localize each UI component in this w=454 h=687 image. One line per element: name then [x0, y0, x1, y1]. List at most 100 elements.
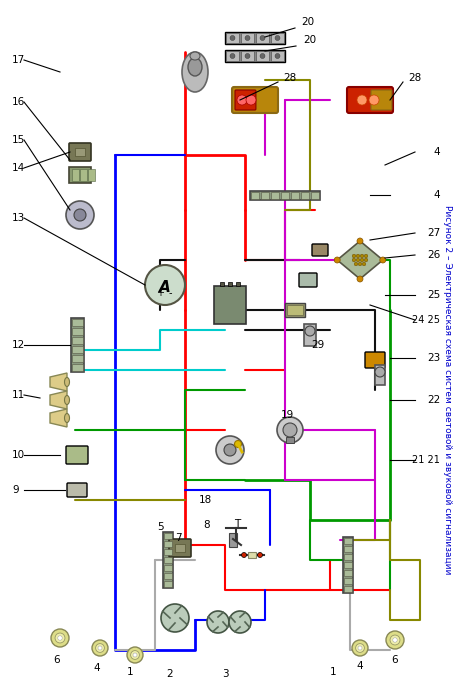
Bar	[225, 50, 285, 62]
Bar	[69, 167, 91, 183]
Circle shape	[356, 258, 360, 262]
FancyBboxPatch shape	[365, 352, 385, 368]
Circle shape	[237, 95, 247, 105]
Circle shape	[74, 209, 86, 221]
Text: 2: 2	[167, 669, 173, 679]
FancyBboxPatch shape	[299, 273, 317, 287]
Circle shape	[362, 262, 366, 266]
Circle shape	[305, 326, 315, 336]
Circle shape	[246, 95, 256, 105]
Text: 20: 20	[301, 17, 315, 27]
Bar	[164, 549, 172, 555]
Text: 13: 13	[12, 213, 25, 223]
Text: 25: 25	[427, 290, 440, 300]
Circle shape	[357, 276, 363, 282]
Text: 4: 4	[94, 663, 100, 673]
Text: 20: 20	[303, 35, 316, 45]
Circle shape	[357, 95, 367, 105]
Bar	[286, 437, 294, 443]
FancyBboxPatch shape	[69, 143, 91, 161]
Circle shape	[216, 436, 244, 464]
Bar	[281, 192, 289, 199]
Circle shape	[55, 633, 65, 643]
Text: 12: 12	[12, 340, 25, 350]
Circle shape	[229, 611, 251, 633]
Polygon shape	[50, 373, 67, 391]
Bar	[241, 33, 254, 43]
Bar	[343, 537, 353, 593]
Circle shape	[161, 604, 189, 632]
Circle shape	[357, 238, 363, 244]
Circle shape	[352, 258, 356, 262]
Circle shape	[131, 651, 139, 660]
Text: 4: 4	[433, 190, 439, 200]
Bar	[301, 192, 309, 199]
Bar	[344, 538, 352, 544]
Circle shape	[369, 95, 379, 105]
Bar	[256, 51, 269, 61]
Text: 10: 10	[12, 450, 25, 460]
Bar	[164, 573, 172, 579]
Bar	[71, 346, 83, 353]
Bar	[229, 533, 237, 547]
Text: 18: 18	[198, 495, 212, 505]
Circle shape	[207, 611, 229, 633]
Circle shape	[352, 254, 356, 258]
Circle shape	[58, 635, 62, 640]
Text: 15: 15	[12, 135, 25, 145]
Bar	[241, 51, 254, 61]
Bar	[344, 570, 352, 576]
Bar	[248, 552, 256, 558]
Circle shape	[235, 440, 242, 447]
Bar	[72, 169, 79, 181]
Circle shape	[275, 36, 280, 41]
Bar	[250, 190, 320, 199]
Bar	[344, 578, 352, 584]
Circle shape	[360, 258, 364, 262]
Text: Рисунок 2 – Электрическая схема систем световой и звуковой сигнализации: Рисунок 2 – Электрическая схема систем с…	[443, 205, 451, 575]
Bar	[261, 192, 269, 199]
Circle shape	[245, 36, 250, 41]
Circle shape	[224, 444, 236, 456]
Bar	[304, 324, 316, 346]
Polygon shape	[50, 391, 67, 409]
FancyBboxPatch shape	[235, 90, 256, 110]
Polygon shape	[337, 241, 383, 279]
FancyBboxPatch shape	[67, 483, 87, 497]
Circle shape	[257, 552, 262, 557]
Circle shape	[283, 423, 297, 437]
Bar	[344, 586, 352, 592]
Text: 3: 3	[222, 669, 228, 679]
Bar	[214, 286, 246, 324]
Bar	[375, 365, 385, 385]
Ellipse shape	[188, 58, 202, 76]
Text: 6: 6	[54, 655, 60, 665]
FancyBboxPatch shape	[169, 539, 191, 557]
Circle shape	[66, 201, 94, 229]
Bar	[271, 51, 284, 61]
Circle shape	[275, 54, 280, 58]
FancyBboxPatch shape	[312, 244, 328, 256]
Circle shape	[375, 367, 385, 377]
Circle shape	[127, 647, 143, 663]
Circle shape	[364, 258, 368, 262]
Bar	[164, 581, 172, 587]
Circle shape	[242, 552, 247, 557]
Bar	[71, 319, 83, 326]
Text: 14: 14	[12, 163, 25, 173]
Bar	[71, 337, 83, 344]
Text: 7: 7	[175, 533, 181, 543]
Circle shape	[358, 262, 362, 266]
Bar	[285, 303, 305, 317]
Text: 28: 28	[283, 73, 296, 83]
Text: 1: 1	[127, 667, 133, 677]
Bar	[71, 355, 83, 362]
Circle shape	[380, 257, 386, 263]
Text: 8: 8	[204, 520, 210, 530]
Bar	[163, 532, 173, 588]
Circle shape	[386, 631, 404, 649]
Text: 19: 19	[281, 410, 294, 420]
Bar	[256, 33, 269, 43]
Circle shape	[230, 54, 235, 58]
Circle shape	[358, 646, 362, 650]
